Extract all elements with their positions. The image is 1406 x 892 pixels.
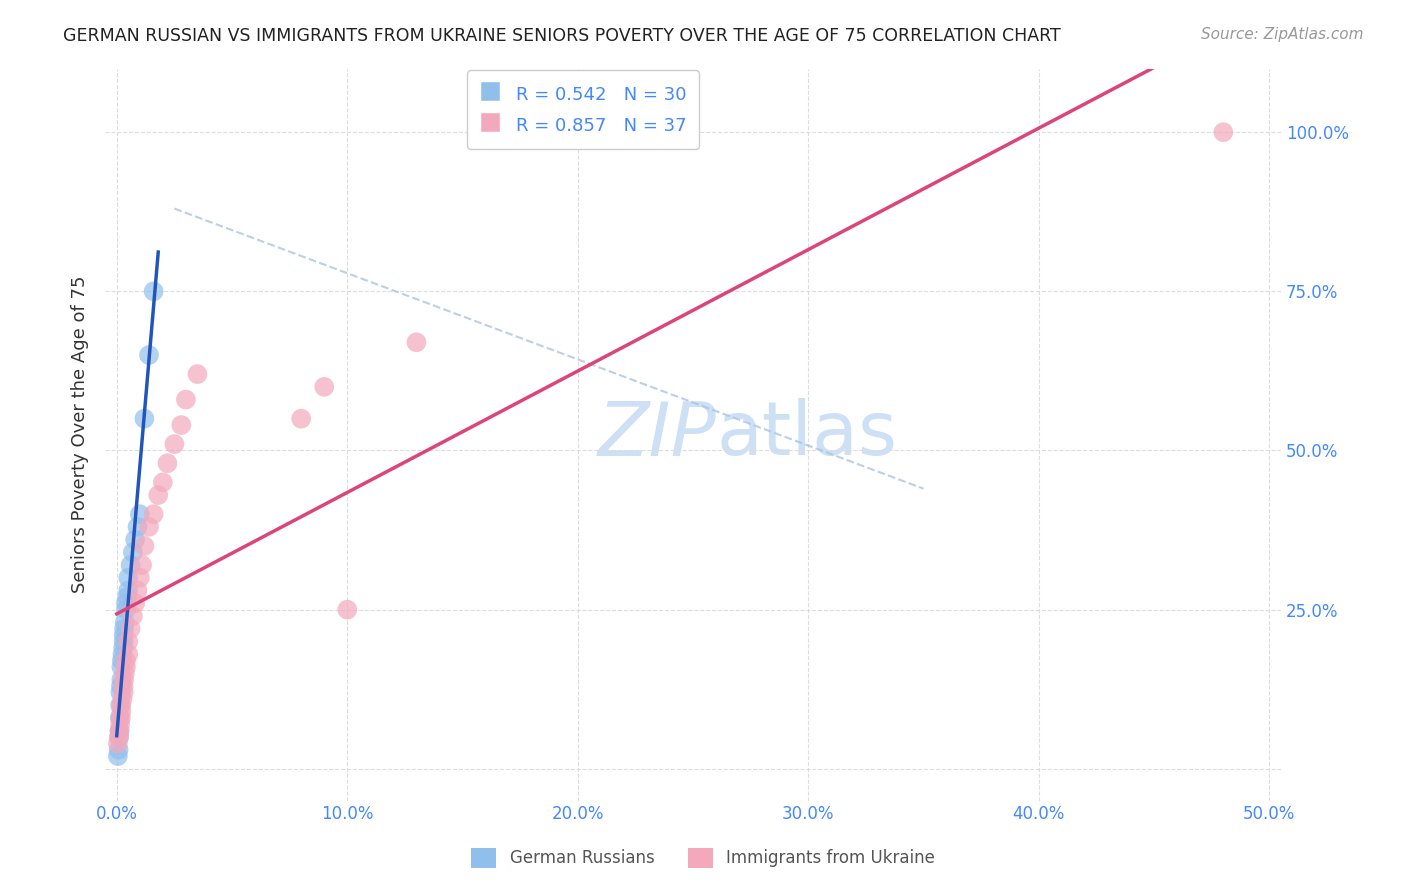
Point	[152, 475, 174, 490]
Point	[107, 736, 129, 750]
Point	[120, 558, 142, 572]
Point	[115, 596, 138, 610]
Point	[131, 558, 153, 572]
Point	[124, 533, 146, 547]
Point	[174, 392, 197, 407]
Point	[1212, 125, 1234, 139]
Point	[115, 590, 138, 604]
Point	[128, 507, 150, 521]
Point	[127, 583, 149, 598]
Point	[111, 691, 134, 706]
Point	[405, 335, 427, 350]
Point	[110, 673, 132, 687]
Point	[111, 647, 134, 661]
Point	[110, 711, 132, 725]
Text: ZIP: ZIP	[598, 399, 717, 471]
Point	[110, 698, 132, 713]
Point	[290, 411, 312, 425]
Point	[110, 705, 132, 719]
Point	[142, 507, 165, 521]
Point	[108, 698, 131, 713]
Point	[336, 602, 359, 616]
Point	[128, 571, 150, 585]
Point	[148, 488, 170, 502]
Point	[107, 742, 129, 756]
Point	[110, 679, 132, 693]
Point	[127, 520, 149, 534]
Point	[117, 634, 139, 648]
Point	[108, 730, 131, 744]
Point	[170, 417, 193, 432]
Point	[112, 628, 135, 642]
Y-axis label: Seniors Poverty Over the Age of 75: Seniors Poverty Over the Age of 75	[72, 276, 89, 593]
Point	[117, 647, 139, 661]
Point	[122, 545, 145, 559]
Point	[115, 654, 138, 668]
Point	[112, 685, 135, 699]
Point	[186, 367, 208, 381]
Point	[108, 723, 131, 738]
Point	[134, 411, 156, 425]
Point	[108, 717, 131, 731]
Point	[117, 583, 139, 598]
Point	[110, 660, 132, 674]
Point	[120, 622, 142, 636]
Point	[163, 437, 186, 451]
Point	[112, 673, 135, 687]
Point	[108, 730, 131, 744]
Point	[138, 520, 160, 534]
Legend: R = 0.542   N = 30, R = 0.857   N = 37: R = 0.542 N = 30, R = 0.857 N = 37	[467, 70, 699, 149]
Point	[124, 596, 146, 610]
Point	[138, 348, 160, 362]
Point	[314, 380, 336, 394]
Point	[142, 285, 165, 299]
Point	[108, 723, 131, 738]
Point	[114, 666, 136, 681]
Point	[110, 685, 132, 699]
Point	[115, 660, 138, 674]
Point	[112, 622, 135, 636]
Point	[115, 602, 138, 616]
Legend: German Russians, Immigrants from Ukraine: German Russians, Immigrants from Ukraine	[464, 841, 942, 875]
Point	[107, 749, 129, 764]
Text: GERMAN RUSSIAN VS IMMIGRANTS FROM UKRAINE SENIORS POVERTY OVER THE AGE OF 75 COR: GERMAN RUSSIAN VS IMMIGRANTS FROM UKRAIN…	[63, 27, 1062, 45]
Text: Source: ZipAtlas.com: Source: ZipAtlas.com	[1201, 27, 1364, 42]
Point	[122, 609, 145, 624]
Point	[112, 679, 135, 693]
Point	[112, 634, 135, 648]
Point	[134, 539, 156, 553]
Text: atlas: atlas	[717, 398, 897, 471]
Point	[111, 654, 134, 668]
Point	[112, 640, 135, 655]
Point	[156, 456, 179, 470]
Point	[117, 571, 139, 585]
Point	[108, 711, 131, 725]
Point	[114, 615, 136, 630]
